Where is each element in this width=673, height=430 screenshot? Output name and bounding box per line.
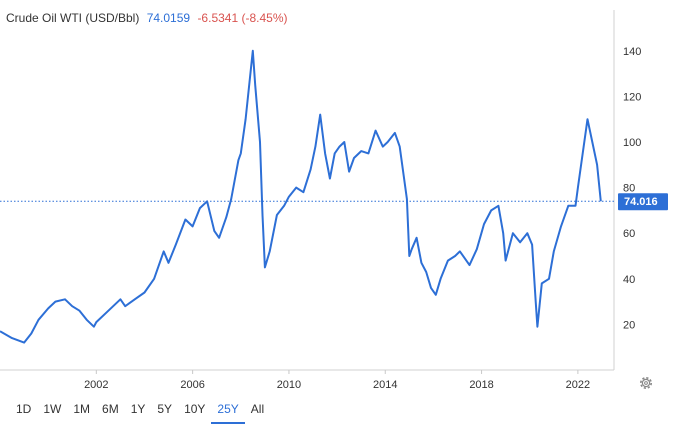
range-button-10y[interactable]: 10Y [184, 402, 206, 416]
range-button-6m[interactable]: 6M [102, 402, 119, 416]
chart-header: Crude Oil WTI (USD/Bbl) 74.0159 -6.5341 … [6, 11, 287, 25]
range-button-1d[interactable]: 1D [16, 402, 32, 416]
last-price-badge-bg [618, 193, 668, 211]
last-price-badge-text: 74.016 [624, 196, 658, 208]
x-tick-label: 2014 [373, 379, 397, 391]
gear-icon[interactable] [638, 375, 654, 391]
range-button-5y[interactable]: 5Y [157, 402, 173, 416]
y-tick-label: 20 [623, 319, 635, 331]
x-tick-label: 2006 [180, 379, 204, 391]
range-button-1m[interactable]: 1M [73, 402, 91, 416]
x-tick-label: 2018 [469, 379, 493, 391]
range-selector: 1D 1W 1M 6M 1Y 5Y 10Y 25Y All [0, 396, 270, 424]
range-button-1y[interactable]: 1Y [130, 402, 146, 416]
x-tick-label: 2010 [277, 379, 301, 391]
y-tick-label: 80 [623, 183, 635, 195]
y-tick-label: 40 [623, 274, 635, 286]
price-series-line [0, 49, 602, 344]
last-price-badge: 74.016 [618, 193, 668, 211]
y-tick-label: 100 [623, 137, 641, 149]
x-tick-label: 2002 [84, 379, 108, 391]
range-button-1w[interactable]: 1W [43, 402, 62, 416]
price-chart[interactable]: 20 40 60 80 100 120 140 2002 2006 2010 2014 2018 202… [0, 0, 673, 396]
y-tick-label: 140 [623, 46, 641, 58]
y-tick-label: 60 [623, 228, 635, 240]
range-button-all[interactable]: All [250, 402, 265, 416]
price-change: -6.5341 (-8.45%) [197, 11, 288, 25]
current-price: 74.0159 [146, 11, 191, 25]
x-tick-label: 2022 [566, 379, 590, 391]
range-button-25y[interactable]: 25Y [211, 396, 245, 424]
y-tick-label: 120 [623, 91, 641, 103]
instrument-title: Crude Oil WTI (USD/Bbl) [6, 11, 140, 25]
